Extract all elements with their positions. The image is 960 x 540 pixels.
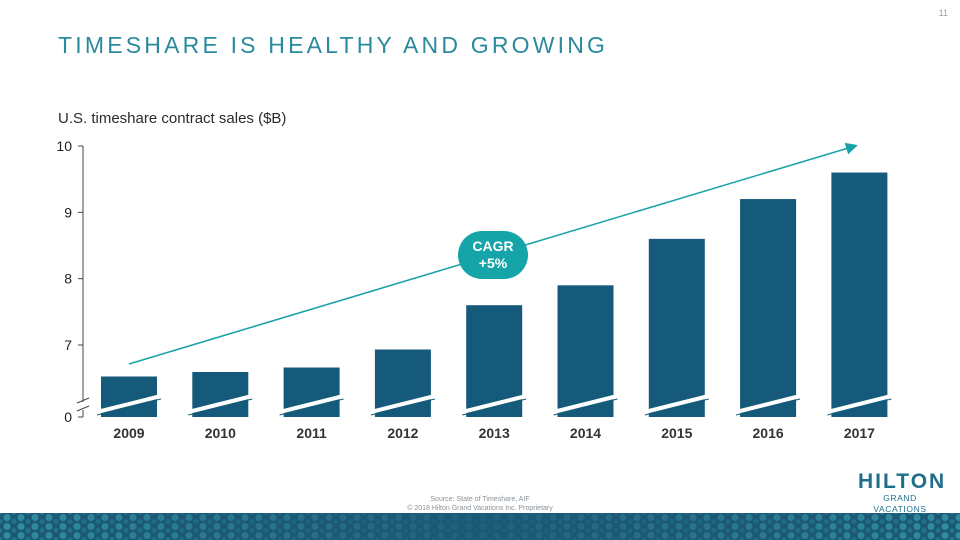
bar-2015 [648,238,705,417]
axis-break-edge [188,398,253,416]
page-number: 11 [938,8,948,18]
x-tick-label: 2012 [387,425,418,441]
axis-break-edge [553,398,618,416]
y-axis-break-mark [76,397,90,404]
y-tick-label: 7 [64,337,72,353]
y-tick-label: 10 [56,138,72,154]
axis-break-edge [370,398,436,416]
axis-break-edge [827,398,892,416]
axis-break-edge [279,398,344,416]
x-tick-label: 2017 [844,425,875,441]
source-note: Source: State of Timeshare, AIF © 2018 H… [0,495,960,513]
axis-break-edge [644,398,709,416]
axis-break-gap [644,394,710,414]
y-tick-label: 8 [64,271,72,287]
axis-break-gap [96,394,162,414]
axis-break-edge [462,398,527,416]
bar-chart: 2009 2010 2011 2012 2013 2014 2015 2016 2017 0 7 8 9… [56,138,892,441]
x-tick-label: 2014 [570,425,601,441]
y-tick-label: 0 [64,409,72,425]
x-tick-label: 2011 [296,425,327,441]
x-tick-label: 2010 [205,425,236,441]
axis-break-edge [735,398,801,416]
axis-break-gap [279,394,345,414]
copyright-text: © 2018 Hilton Grand Vacations Inc. Propr… [407,505,553,512]
axis-break-gap [553,394,618,414]
axis-break-gap [461,394,527,414]
axis-break-gap [826,394,892,414]
cagr-value: +5% [478,255,508,271]
axis-break-gap [370,394,436,414]
bar-2017 [831,172,888,417]
source-text: Source: State of Timeshare, AIF [430,496,530,503]
chart-title: U.S. timeshare contract sales ($B) [58,110,287,127]
x-tick-label: 2009 [113,425,144,441]
x-tick-label: 2015 [661,425,692,441]
y-axis-break-mark [76,405,90,412]
x-tick-label: 2013 [479,425,510,441]
hilton-grand-vacations-logo: HILTON GRAND VACATIONS [858,470,947,515]
bar-2014 [557,285,614,417]
bar-2016 [740,199,797,417]
footer-pattern-band [0,513,960,540]
logo-main-text: HILTON [858,470,947,493]
x-tick-label: 2016 [753,425,784,441]
axis-break-gap [735,394,801,414]
logo-sub-text: GRAND VACATIONS [873,493,927,514]
y-tick-label: 9 [64,204,72,220]
axis-break-gap [187,394,253,414]
slide-title: TIMESHARE IS HEALTHY AND GROWING [58,32,609,58]
cagr-label: CAGR [472,238,514,254]
cagr-annotation: CAGR +5% [458,231,528,279]
axis-break-edge [96,398,162,416]
